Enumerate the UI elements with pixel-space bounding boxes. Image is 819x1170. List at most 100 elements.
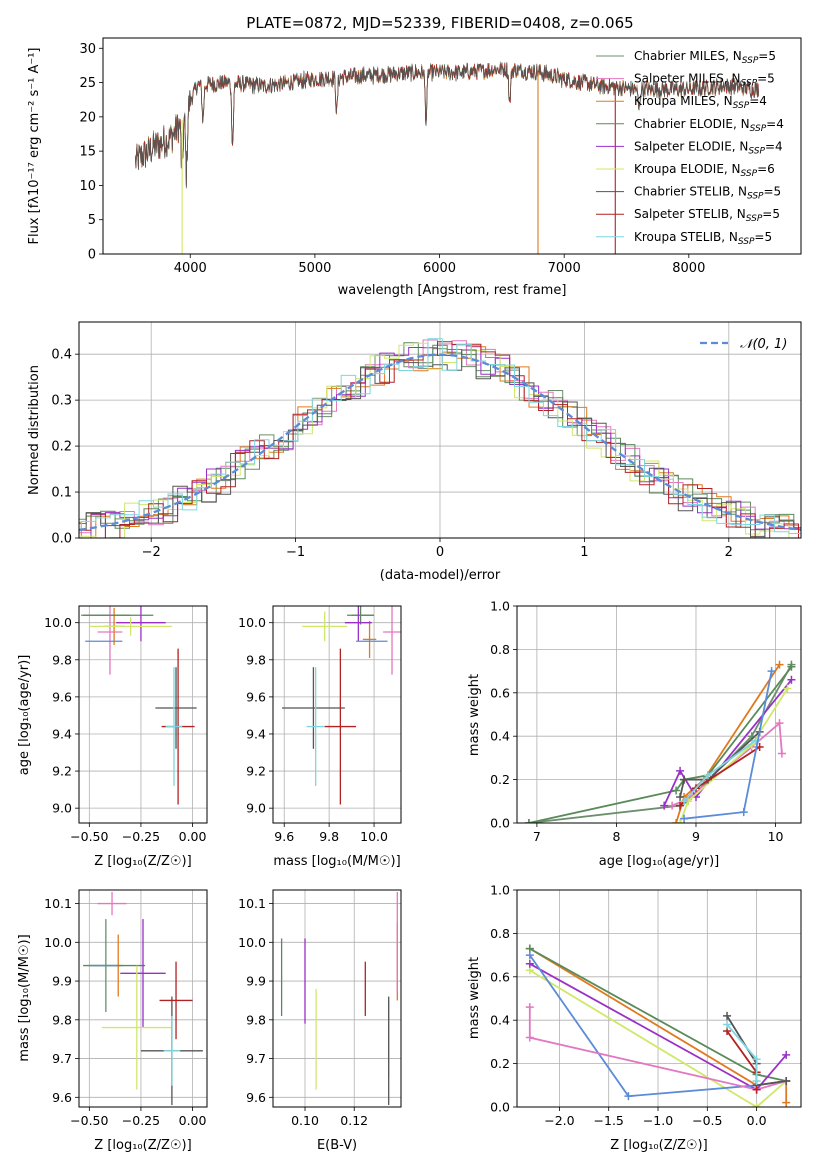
x-tick-label: −0.50 xyxy=(70,1113,108,1128)
spectrum-frame xyxy=(102,37,802,255)
weight-marker xyxy=(676,819,685,823)
legend-label: Salpeter ELODIE, NSSP=4 xyxy=(634,139,783,156)
weight-marker xyxy=(777,749,786,758)
y-tick-label: 9.7 xyxy=(246,1051,266,1066)
figure-title: PLATE=0872, MJD=52339, FIBERID=0408, z=0… xyxy=(246,14,633,32)
weight-line xyxy=(683,739,757,802)
y-tick-label: 0.4 xyxy=(51,348,72,363)
y-tick-label: 0.0 xyxy=(490,816,510,831)
y-tick-label: 0.6 xyxy=(490,685,510,700)
y-tick-label: 9.6 xyxy=(52,689,72,704)
weight-series xyxy=(680,667,776,823)
error-bar xyxy=(163,1015,181,1086)
spectrum-xlabel: wavelength [Angstrom, rest frame] xyxy=(338,283,567,298)
age_vs_Z-xlabel: Z [log₁₀(Z/Z☉)] xyxy=(94,854,191,869)
legend-entry: Kroupa STELIB, NSSP=5 xyxy=(596,230,772,247)
y-tick-label: 9.9 xyxy=(246,974,266,989)
weight-line xyxy=(663,679,793,806)
error-bar xyxy=(155,667,197,749)
legend-label: Chabrier STELIB, NSSP=5 xyxy=(634,185,781,202)
weight-marker xyxy=(783,684,792,693)
weight-marker xyxy=(525,951,534,960)
spectrum-ylabel: Flux [fλ10⁻¹⁷ erg cm⁻² s⁻¹ A⁻¹] xyxy=(27,48,42,245)
x-tick-label: 0.10 xyxy=(291,1113,319,1128)
weight-marker xyxy=(680,775,689,784)
error-bar xyxy=(120,919,166,1028)
mass_weight_vs_age-ylabel: mass weight xyxy=(467,674,482,756)
y-tick-label: 0.4 xyxy=(490,1013,510,1028)
y-tick-label: 10 xyxy=(79,179,96,194)
weight-line xyxy=(679,731,761,798)
legend-label: Salpeter STELIB, NSSP=5 xyxy=(634,207,780,224)
y-tick-label: 0.2 xyxy=(490,772,510,787)
mass_weight_vs_Z-frame xyxy=(516,889,802,1108)
legend-label: Kroupa MILES, NSSP=4 xyxy=(634,94,767,111)
weight-marker xyxy=(676,766,685,775)
legend-label: 𝒩(0, 1) xyxy=(740,337,787,352)
age_vs_Z-ylabel: age [log₁₀(age/yr)] xyxy=(17,655,32,776)
ebv_strip-xlabel: E(B-V) xyxy=(317,1138,357,1153)
x-tick-label: 7000 xyxy=(548,261,581,276)
weight-marker xyxy=(752,1085,761,1094)
y-tick-label: 5 xyxy=(88,213,96,228)
x-tick-label: 7 xyxy=(533,829,541,844)
legend-entry: Chabrier MILES, NSSP=5 xyxy=(596,49,776,66)
error-bar xyxy=(159,961,193,1040)
y-tick-label: 9.8 xyxy=(246,1012,266,1027)
error-bar xyxy=(324,648,357,805)
y-tick-label: 20 xyxy=(79,110,96,125)
weight-marker xyxy=(782,1076,791,1085)
x-tick-label: −0.25 xyxy=(122,829,160,844)
x-tick-label: −1 xyxy=(286,545,305,560)
x-tick-label: −0.25 xyxy=(122,1113,160,1128)
legend-entry: Kroupa MILES, NSSP=4 xyxy=(596,94,767,111)
error-bar xyxy=(344,606,372,642)
age_vs_Z-frame xyxy=(78,605,208,824)
legend-entry: Salpeter MILES, NSSP=5 xyxy=(596,72,775,89)
legend-label: Kroupa ELODIE, NSSP=6 xyxy=(634,162,775,179)
x-tick-label: 0 xyxy=(436,545,444,560)
legend-entry: Salpeter STELIB, NSSP=5 xyxy=(596,207,780,224)
y-tick-label: 9.2 xyxy=(52,764,72,779)
x-tick-label: 5000 xyxy=(298,261,331,276)
x-tick-label: 0.12 xyxy=(340,1113,368,1128)
weight-marker xyxy=(680,814,689,823)
mass_weight_vs_age-frame xyxy=(516,605,802,824)
y-tick-label: 9.4 xyxy=(246,726,266,741)
weight-marker xyxy=(660,801,669,810)
y-tick-label: 0 xyxy=(88,248,96,263)
age_vs_mass-frame xyxy=(272,605,402,824)
y-tick-label: 9.0 xyxy=(52,801,72,816)
histogram-series xyxy=(79,342,801,538)
error-bar xyxy=(281,667,345,749)
y-tick-label: 9.6 xyxy=(246,1090,266,1105)
weight-marker xyxy=(775,719,784,728)
weight-marker xyxy=(723,1011,732,1020)
legend-label: Chabrier MILES, NSSP=5 xyxy=(634,49,776,66)
legend-label: Chabrier ELODIE, NSSP=4 xyxy=(634,117,784,134)
error-bar xyxy=(89,617,172,636)
mass_weight_vs_age-xlabel: age [log₁₀(age/yr)] xyxy=(599,854,720,869)
weight-marker xyxy=(676,792,685,801)
legend-entry: Kroupa ELODIE, NSSP=6 xyxy=(596,162,775,179)
weight-marker xyxy=(524,819,533,823)
y-tick-label: 0.0 xyxy=(490,1100,510,1115)
error-bar xyxy=(97,891,127,916)
weight-marker xyxy=(775,660,784,669)
x-tick-label: 9.6 xyxy=(274,829,294,844)
y-tick-label: 9.9 xyxy=(52,974,72,989)
error-bar xyxy=(302,611,348,642)
x-tick-label: 4000 xyxy=(174,261,207,276)
error-bar xyxy=(165,667,183,786)
x-tick-label: 10.0 xyxy=(360,829,388,844)
legend-entry: Chabrier ELODIE, NSSP=4 xyxy=(596,117,784,134)
age_vs_mass-axes: 9.6 9.8 10.0 9.0 9.2 9.4 9.6 9.8 10.0 xyxy=(238,606,401,844)
mass_weight_vs_age-axes: 7 8 9 10 0.0 0.2 0.4 0.6 0.8 1.0 xyxy=(490,599,801,844)
y-tick-label: 9.7 xyxy=(52,1051,72,1066)
mass_weight_vs_Z-ylabel: mass weight xyxy=(467,957,482,1039)
weight-marker xyxy=(752,1055,761,1064)
weight-marker xyxy=(787,675,796,684)
weight-marker xyxy=(672,819,681,823)
mass_vs_Z-frame xyxy=(78,889,208,1108)
y-tick-label: 30 xyxy=(79,42,96,57)
